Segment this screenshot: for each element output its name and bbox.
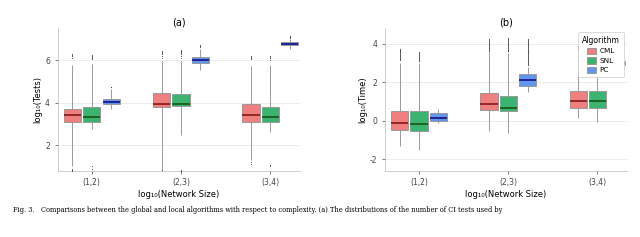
Bar (500, 96, 517, 111)
Text: Fig. 3.   Comparisons between the global and local algorithms with respect to co: Fig. 3. Comparisons between the global a… (13, 206, 502, 214)
Legend: CML, SNL, PC: CML, SNL, PC (579, 32, 623, 77)
Bar (172, 94, 189, 106)
Y-axis label: log₁₀(Tests): log₁₀(Tests) (33, 76, 42, 123)
Bar (519, 74, 536, 86)
Bar (608, 61, 625, 65)
Bar (589, 91, 606, 108)
Bar (102, 99, 120, 104)
Bar (192, 57, 209, 64)
Bar (153, 93, 170, 107)
Bar (480, 93, 497, 110)
Bar (391, 111, 408, 130)
Bar (83, 107, 100, 122)
Title: (a): (a) (172, 18, 186, 28)
X-axis label: log₁₀(Network Size): log₁₀(Network Size) (465, 190, 547, 199)
Title: (b): (b) (499, 18, 513, 28)
Bar (570, 91, 587, 108)
Bar (64, 109, 81, 122)
Bar (429, 113, 447, 121)
Bar (262, 107, 279, 122)
X-axis label: log₁₀(Network Size): log₁₀(Network Size) (138, 190, 220, 199)
Y-axis label: log₁₀(Time): log₁₀(Time) (358, 76, 367, 123)
Bar (243, 105, 260, 122)
Bar (410, 111, 428, 131)
Bar (281, 42, 298, 45)
